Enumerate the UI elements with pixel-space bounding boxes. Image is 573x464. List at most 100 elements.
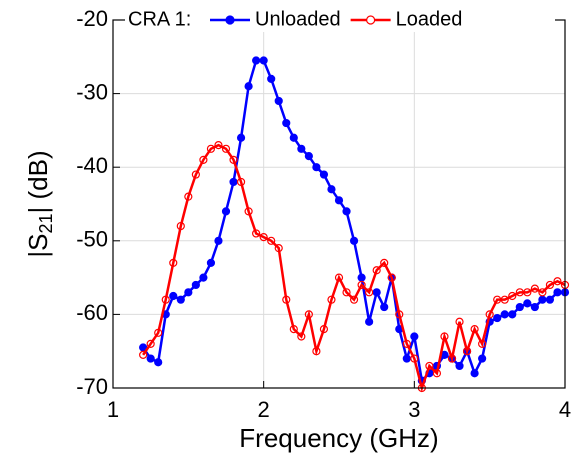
marker: [327, 295, 336, 304]
marker: [545, 295, 555, 304]
legend-bg: [125, 8, 555, 32]
marker: [349, 295, 359, 304]
marker: [214, 236, 223, 245]
marker: [508, 291, 517, 301]
marker: [523, 299, 532, 308]
legend-label: Loaded: [396, 8, 463, 30]
marker: [259, 233, 268, 242]
marker: [357, 280, 366, 290]
marker: [357, 273, 366, 282]
marker: [259, 56, 268, 65]
legend-title: CRA 1:: [128, 8, 191, 30]
marker: [395, 310, 404, 319]
marker: [372, 288, 381, 297]
marker: [154, 358, 163, 367]
marker: [462, 347, 472, 356]
marker: [553, 277, 562, 286]
marker: [274, 244, 283, 253]
marker: [229, 177, 238, 187]
marker: [199, 273, 208, 282]
marker: [334, 273, 344, 282]
marker: [176, 221, 185, 231]
marker: [161, 295, 170, 304]
y-tick-label: -70: [76, 374, 108, 399]
marker: [402, 339, 411, 348]
marker: [221, 207, 231, 216]
marker: [410, 354, 419, 363]
marker: [169, 258, 178, 267]
marker: [236, 133, 246, 142]
marker: [319, 325, 329, 334]
marker: [206, 258, 216, 267]
marker: [252, 229, 261, 238]
y-label-suffix: | (dB): [23, 150, 53, 213]
marker: [282, 295, 291, 304]
marker: [410, 332, 419, 341]
marker: [485, 310, 494, 319]
marker: [530, 302, 539, 312]
marker: [304, 310, 313, 319]
marker: [553, 288, 562, 297]
y-axis-label: |S21| (dB): [23, 150, 56, 257]
marker: [327, 185, 336, 194]
marker: [380, 302, 389, 312]
marker: [478, 354, 487, 363]
marker: [244, 207, 253, 216]
marker: [146, 354, 155, 363]
x-tick-label: 3: [408, 397, 420, 422]
marker: [319, 170, 329, 179]
marker: [334, 196, 344, 205]
marker: [455, 361, 464, 371]
legend-label: Unloaded: [255, 8, 341, 30]
marker: [372, 266, 381, 275]
marker: [252, 56, 261, 65]
marker: [312, 347, 321, 356]
marker: [545, 280, 555, 290]
series-line: [142, 59, 565, 384]
marker: [342, 207, 351, 216]
series-line: [142, 143, 566, 393]
y-label-sub: 21: [36, 213, 56, 233]
marker: [515, 302, 524, 312]
marker: [530, 284, 539, 293]
marker: [289, 325, 298, 334]
marker: [440, 332, 449, 341]
marker: [289, 133, 298, 142]
y-tick-label: -40: [76, 153, 108, 178]
marker: [282, 118, 291, 128]
marker: [478, 339, 487, 348]
marker: [493, 313, 502, 323]
marker: [470, 369, 479, 378]
marker: [538, 295, 547, 304]
y-tick-label: -60: [76, 300, 108, 325]
x-axis-label: Frequency (GHz): [239, 423, 438, 453]
marker: [191, 280, 200, 290]
y-tick-label: -30: [76, 79, 108, 104]
marker: [267, 236, 276, 245]
marker: [304, 152, 313, 161]
marker: [349, 236, 359, 245]
marker: [139, 350, 148, 359]
marker: [447, 354, 457, 363]
marker: [214, 141, 223, 150]
marker: [221, 144, 231, 153]
marker: [432, 369, 442, 378]
marker: [184, 192, 193, 201]
marker: [387, 273, 396, 282]
marker: [500, 295, 509, 304]
marker: [229, 155, 238, 164]
marker: [169, 291, 178, 301]
marker: [154, 328, 163, 337]
marker: [402, 354, 411, 363]
marker: [365, 288, 374, 297]
marker: [176, 295, 185, 304]
marker: [184, 288, 193, 297]
marker: [365, 317, 374, 326]
marker: [244, 82, 253, 91]
x-tick-label: 1: [107, 397, 119, 422]
marker: [206, 144, 216, 153]
marker: [455, 317, 464, 326]
marker: [538, 288, 547, 297]
marker: [199, 155, 208, 164]
marker: [146, 339, 155, 348]
